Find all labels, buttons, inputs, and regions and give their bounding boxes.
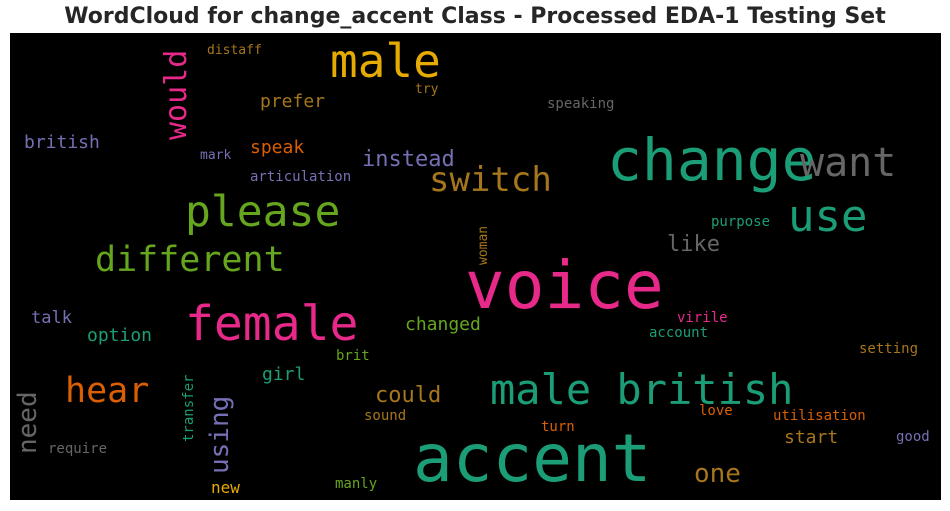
word-changed: changed (405, 314, 481, 335)
word-utilisation: utilisation (773, 408, 866, 424)
word-switch: switch (429, 160, 552, 200)
word-male: male (330, 34, 441, 88)
word-different: different (95, 240, 285, 280)
word-male-british: male british (490, 365, 794, 414)
word-girl: girl (262, 364, 306, 385)
word-hear: hear (65, 371, 150, 411)
word-sound: sound (364, 408, 407, 424)
word-love: love (699, 403, 733, 419)
word-cloud: male would distaff prefer try speaking british… (10, 33, 941, 500)
chart-title: WordCloud for change_accent Class - Proc… (64, 4, 886, 29)
word-talk: talk (31, 308, 72, 328)
word-articulation: articulation (250, 169, 352, 185)
word-try: try (415, 82, 439, 97)
word-could: could (375, 383, 442, 408)
word-turn: turn (541, 419, 575, 435)
word-new: new (211, 478, 240, 497)
word-please: please (185, 187, 341, 237)
word-start: start (784, 427, 839, 448)
word-female: female (185, 296, 359, 352)
word-option: option (87, 325, 153, 346)
word-good: good (896, 429, 930, 445)
word-purpose: purpose (711, 214, 771, 230)
word-using: using (205, 395, 235, 474)
word-prefer: prefer (260, 91, 326, 112)
word-voice: voice (465, 247, 664, 324)
word-brit: brit (336, 348, 370, 364)
word-need: need (13, 391, 43, 454)
word-speaking: speaking (547, 96, 615, 112)
word-manly: manly (335, 476, 378, 492)
word-mark: mark (200, 148, 232, 163)
word-one: one (694, 459, 741, 489)
word-account: account (649, 325, 709, 341)
word-require: require (48, 441, 108, 457)
word-change: change (607, 126, 817, 194)
word-want: want (800, 140, 897, 186)
word-use: use (788, 191, 868, 242)
word-like: like (667, 232, 720, 257)
word-would: would (159, 49, 194, 140)
word-virile: virile (677, 310, 728, 326)
word-speak: speak (250, 137, 305, 158)
word-instead: instead (362, 147, 455, 172)
word-british: british (24, 132, 100, 153)
word-transfer: transfer (181, 374, 197, 442)
word-accent: accent (413, 420, 652, 497)
word-setting: setting (859, 341, 919, 357)
word-distaff: distaff (207, 43, 262, 58)
